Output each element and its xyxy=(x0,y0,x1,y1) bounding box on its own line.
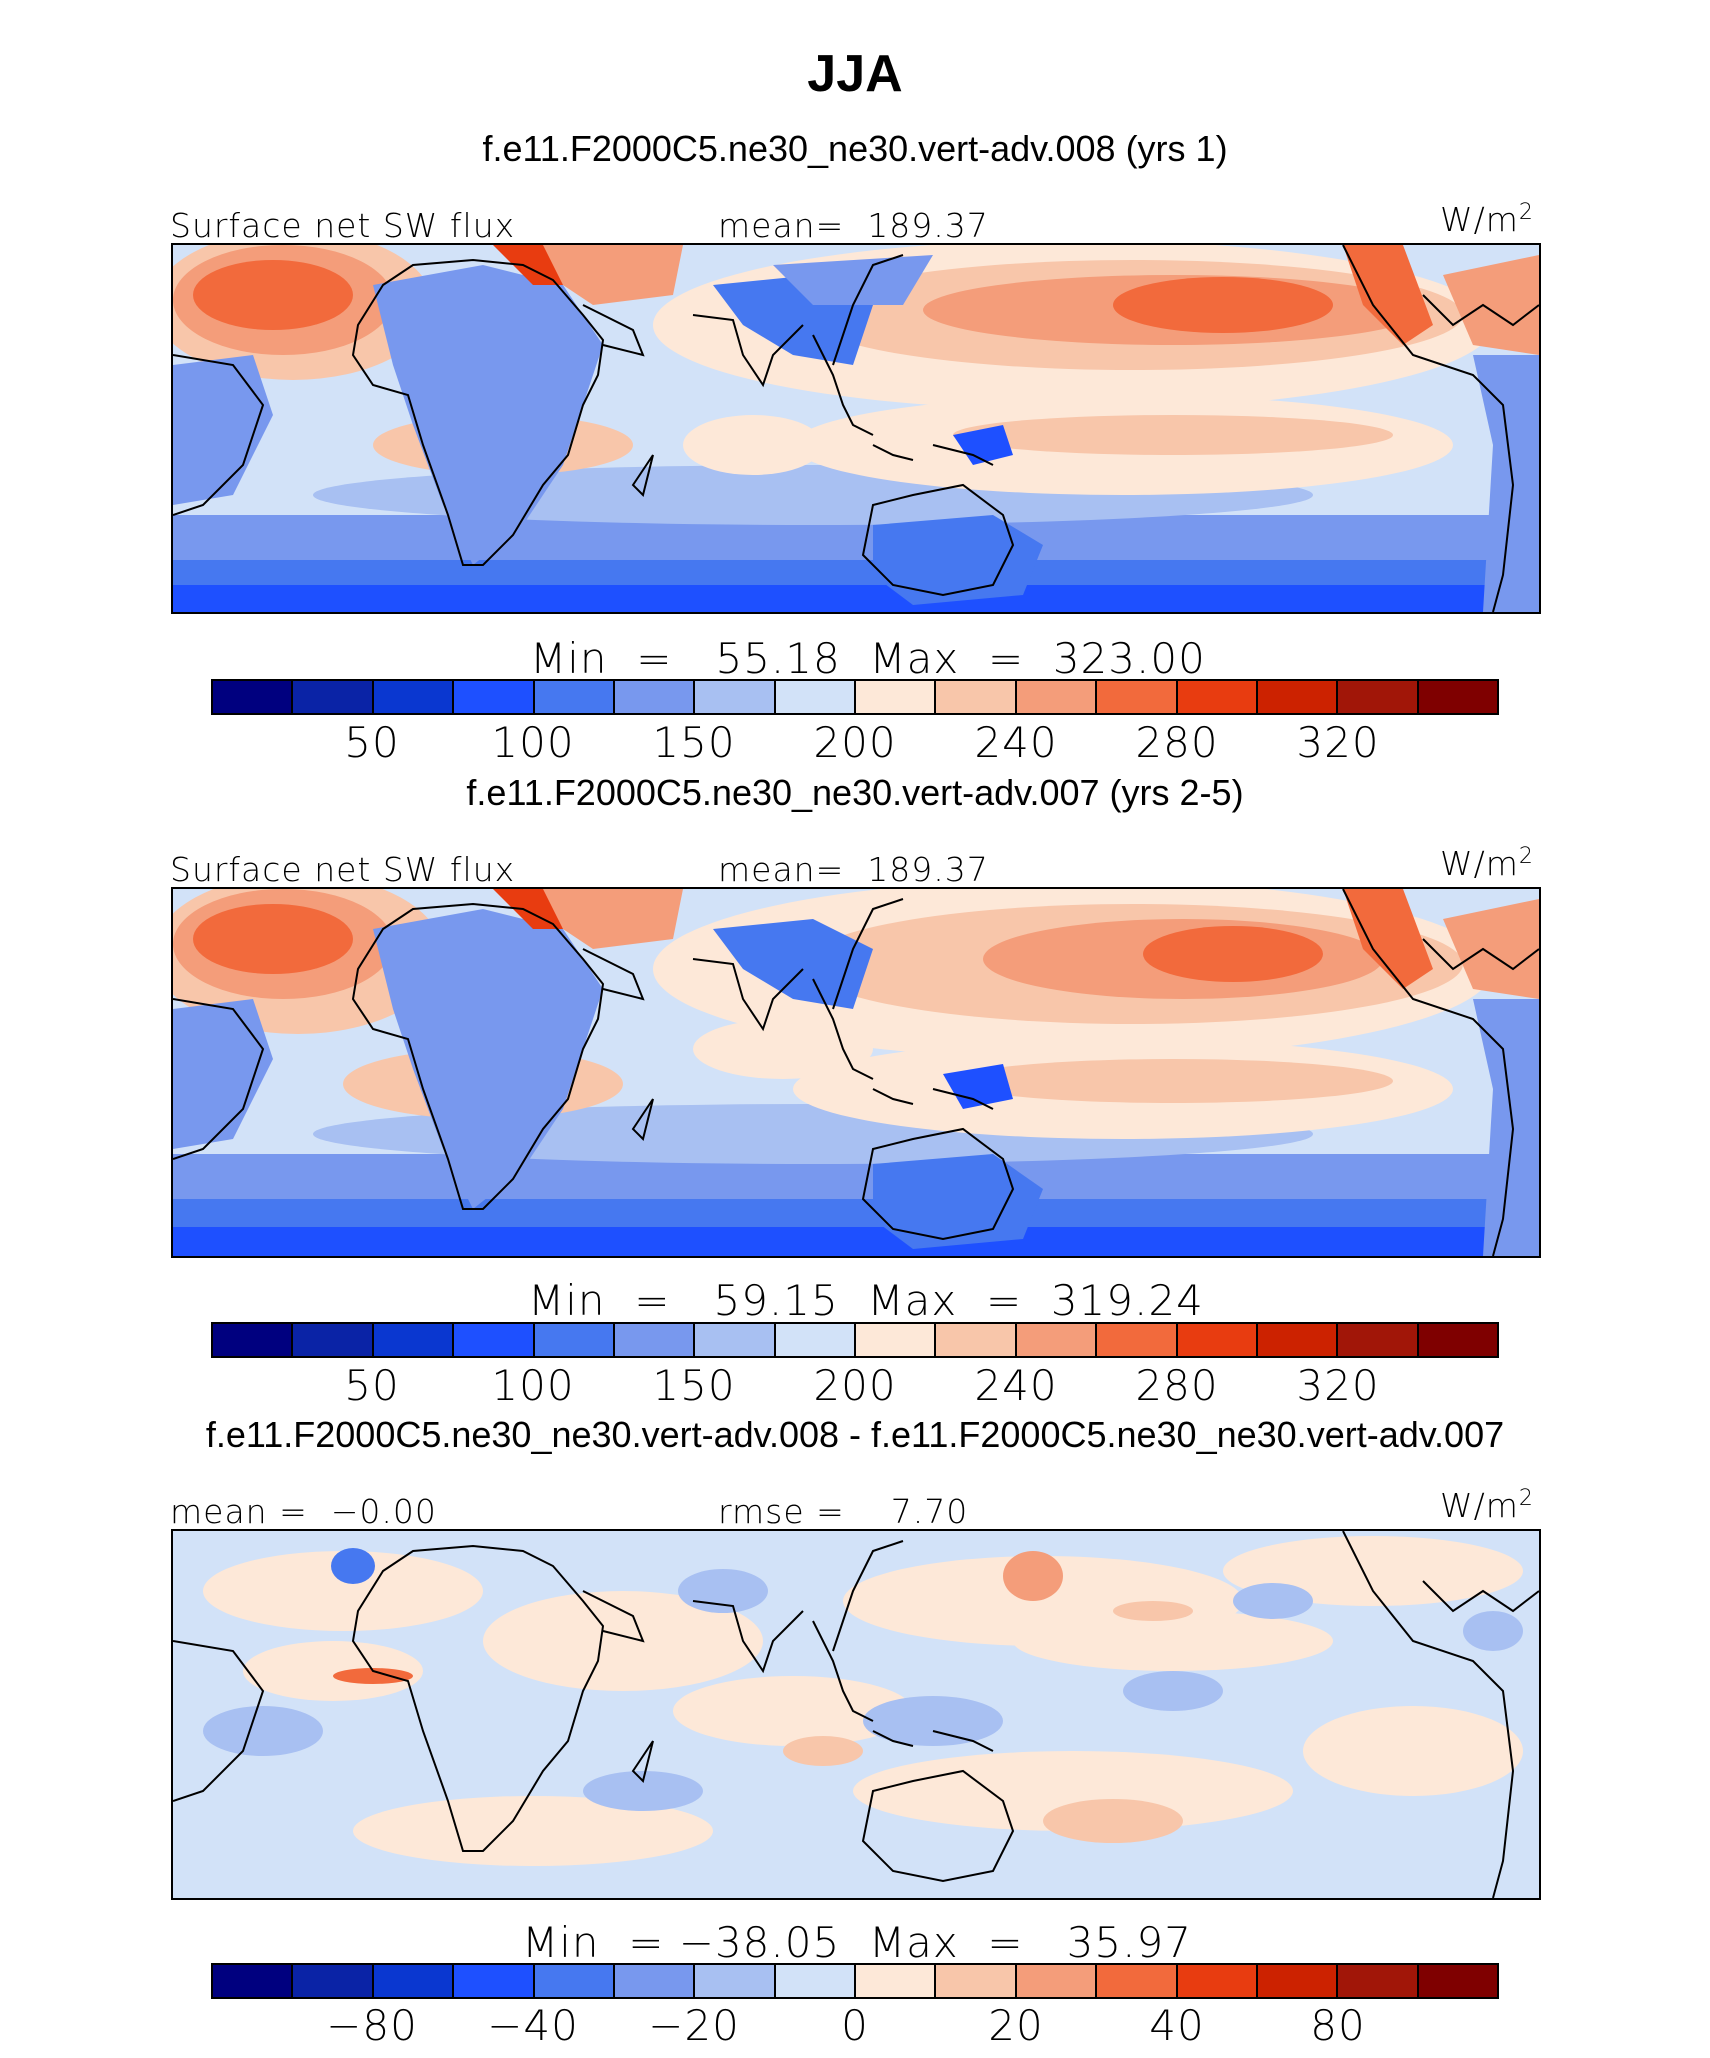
colorbar-tick-label: −40 xyxy=(487,2001,579,2050)
colorbar-cell xyxy=(534,1324,615,1356)
colorbar-cell xyxy=(1418,1324,1497,1356)
colorbar-tick-label: 50 xyxy=(344,1361,400,1410)
colorbar-tick-label: 280 xyxy=(1135,718,1219,767)
colorbar-tick-label: 320 xyxy=(1296,1361,1380,1410)
colorbar-cell xyxy=(213,1965,294,1997)
colorbar-cell xyxy=(1016,1965,1098,1997)
colorbar-tick-label: −20 xyxy=(648,2001,740,2050)
colorbar-tick-label: 40 xyxy=(1149,2001,1205,2050)
colorbar-cell xyxy=(1257,681,1339,713)
panel-model-minmax: Min = 55.18 Max = 323.00 xyxy=(530,634,1206,683)
colorbar-cell xyxy=(1418,681,1497,713)
colorbar-cell xyxy=(856,1965,937,1997)
panel-diff-map xyxy=(171,1529,1541,1900)
panel-model-case-title: f.e11.F2000C5.ne30_ne30.vert-adv.008 (yr… xyxy=(482,128,1228,169)
colorbar-cell xyxy=(454,1324,535,1356)
colorbar-tick-label: −80 xyxy=(326,2001,418,2050)
colorbar-cell xyxy=(373,1324,455,1356)
panel-model-colorbar-ticks: 50 100 150 200 240 280 320 xyxy=(0,718,1710,768)
colorbar-cell xyxy=(1097,681,1178,713)
panel-obs-colorbar-ticks: 50 100 150 200 240 280 320 xyxy=(0,1361,1710,1411)
colorbar-cell xyxy=(373,681,455,713)
colorbar-cell xyxy=(775,681,856,713)
colorbar-cell xyxy=(293,681,374,713)
colorbar-cell xyxy=(293,1324,374,1356)
panel-obs-minmax: Min = 59.15 Max = 319.24 xyxy=(528,1276,1204,1325)
colorbar-cell xyxy=(1016,1324,1098,1356)
colorbar-cell xyxy=(1338,1324,1419,1356)
panel-model-variable-label: Surface net SW flux xyxy=(170,206,516,245)
colorbar-tick-label: 200 xyxy=(813,1361,897,1410)
panel-obs-mean-label: mean= 189.37 xyxy=(718,850,989,889)
colorbar-cell xyxy=(213,1324,294,1356)
colorbar-cell xyxy=(614,1965,696,1997)
colorbar-cell xyxy=(936,1324,1017,1356)
colorbar-tick-label: 20 xyxy=(988,2001,1044,2050)
panel-diff-colorbar-ticks: −80 −40 −20 0 20 40 80 xyxy=(0,2001,1710,2051)
colorbar-cell xyxy=(534,681,615,713)
colorbar-cell xyxy=(454,681,535,713)
panel-diff-colorbar xyxy=(211,1963,1499,1999)
colorbar-cell xyxy=(695,1324,776,1356)
colorbar-cell xyxy=(213,681,294,713)
panel-model-units: W/m2 xyxy=(1440,200,1534,239)
colorbar-tick-label: 100 xyxy=(491,1361,575,1410)
panel-obs-case-title: f.e11.F2000C5.ne30_ne30.vert-adv.007 (yr… xyxy=(466,772,1244,813)
colorbar-cell xyxy=(856,1324,937,1356)
figure-title: JJA xyxy=(807,45,903,103)
colorbar-cell xyxy=(1177,681,1258,713)
colorbar-cell xyxy=(775,1965,856,1997)
colorbar-cell xyxy=(936,1965,1017,1997)
panel-model-map xyxy=(171,243,1541,614)
colorbar-cell xyxy=(454,1965,535,1997)
colorbar-cell xyxy=(695,1965,776,1997)
colorbar-tick-label: 0 xyxy=(841,2001,869,2050)
colorbar-cell xyxy=(1338,681,1419,713)
colorbar-cell xyxy=(1338,1965,1419,1997)
colorbar-cell xyxy=(1177,1965,1258,1997)
colorbar-tick-label: 200 xyxy=(813,718,897,767)
colorbar-cell xyxy=(1016,681,1098,713)
panel-diff-minmax: Min = −38.05 Max = 35.97 xyxy=(522,1918,1192,1967)
panel-diff-mean-label: mean = −0.00 xyxy=(170,1492,437,1531)
colorbar-tick-label: 240 xyxy=(974,1361,1058,1410)
colorbar-tick-label: 50 xyxy=(344,718,400,767)
panel-diff-units: W/m2 xyxy=(1440,1486,1534,1525)
panel-diff-rmse-label: rmse = 7.70 xyxy=(718,1492,969,1531)
colorbar-cell xyxy=(1418,1965,1497,1997)
colorbar-cell xyxy=(856,681,937,713)
colorbar-cell xyxy=(373,1965,455,1997)
colorbar-tick-label: 280 xyxy=(1135,1361,1219,1410)
colorbar-cell xyxy=(936,681,1017,713)
colorbar-cell xyxy=(1097,1324,1178,1356)
colorbar-tick-label: 80 xyxy=(1310,2001,1366,2050)
colorbar-cell xyxy=(293,1965,374,1997)
colorbar-cell xyxy=(775,1324,856,1356)
colorbar-cell xyxy=(1257,1324,1339,1356)
colorbar-cell xyxy=(1257,1965,1339,1997)
colorbar-tick-label: 150 xyxy=(652,1361,736,1410)
panel-obs-map xyxy=(171,887,1541,1258)
panel-model-mean-label: mean= 189.37 xyxy=(718,206,989,245)
colorbar-cell xyxy=(1097,1965,1178,1997)
panel-obs-units: W/m2 xyxy=(1440,844,1534,883)
panel-model-colorbar xyxy=(211,679,1499,715)
panel-obs-variable-label: Surface net SW flux xyxy=(170,850,516,889)
colorbar-tick-label: 150 xyxy=(652,718,736,767)
panel-diff-case-title: f.e11.F2000C5.ne30_ne30.vert-adv.008 - f… xyxy=(205,1414,1505,1455)
colorbar-tick-label: 100 xyxy=(491,718,575,767)
panel-obs-colorbar xyxy=(211,1322,1499,1358)
colorbar-cell xyxy=(695,681,776,713)
colorbar-cell xyxy=(1177,1324,1258,1356)
colorbar-tick-label: 320 xyxy=(1296,718,1380,767)
colorbar-cell xyxy=(534,1965,615,1997)
colorbar-cell xyxy=(614,681,696,713)
colorbar-tick-label: 240 xyxy=(974,718,1058,767)
colorbar-cell xyxy=(614,1324,696,1356)
